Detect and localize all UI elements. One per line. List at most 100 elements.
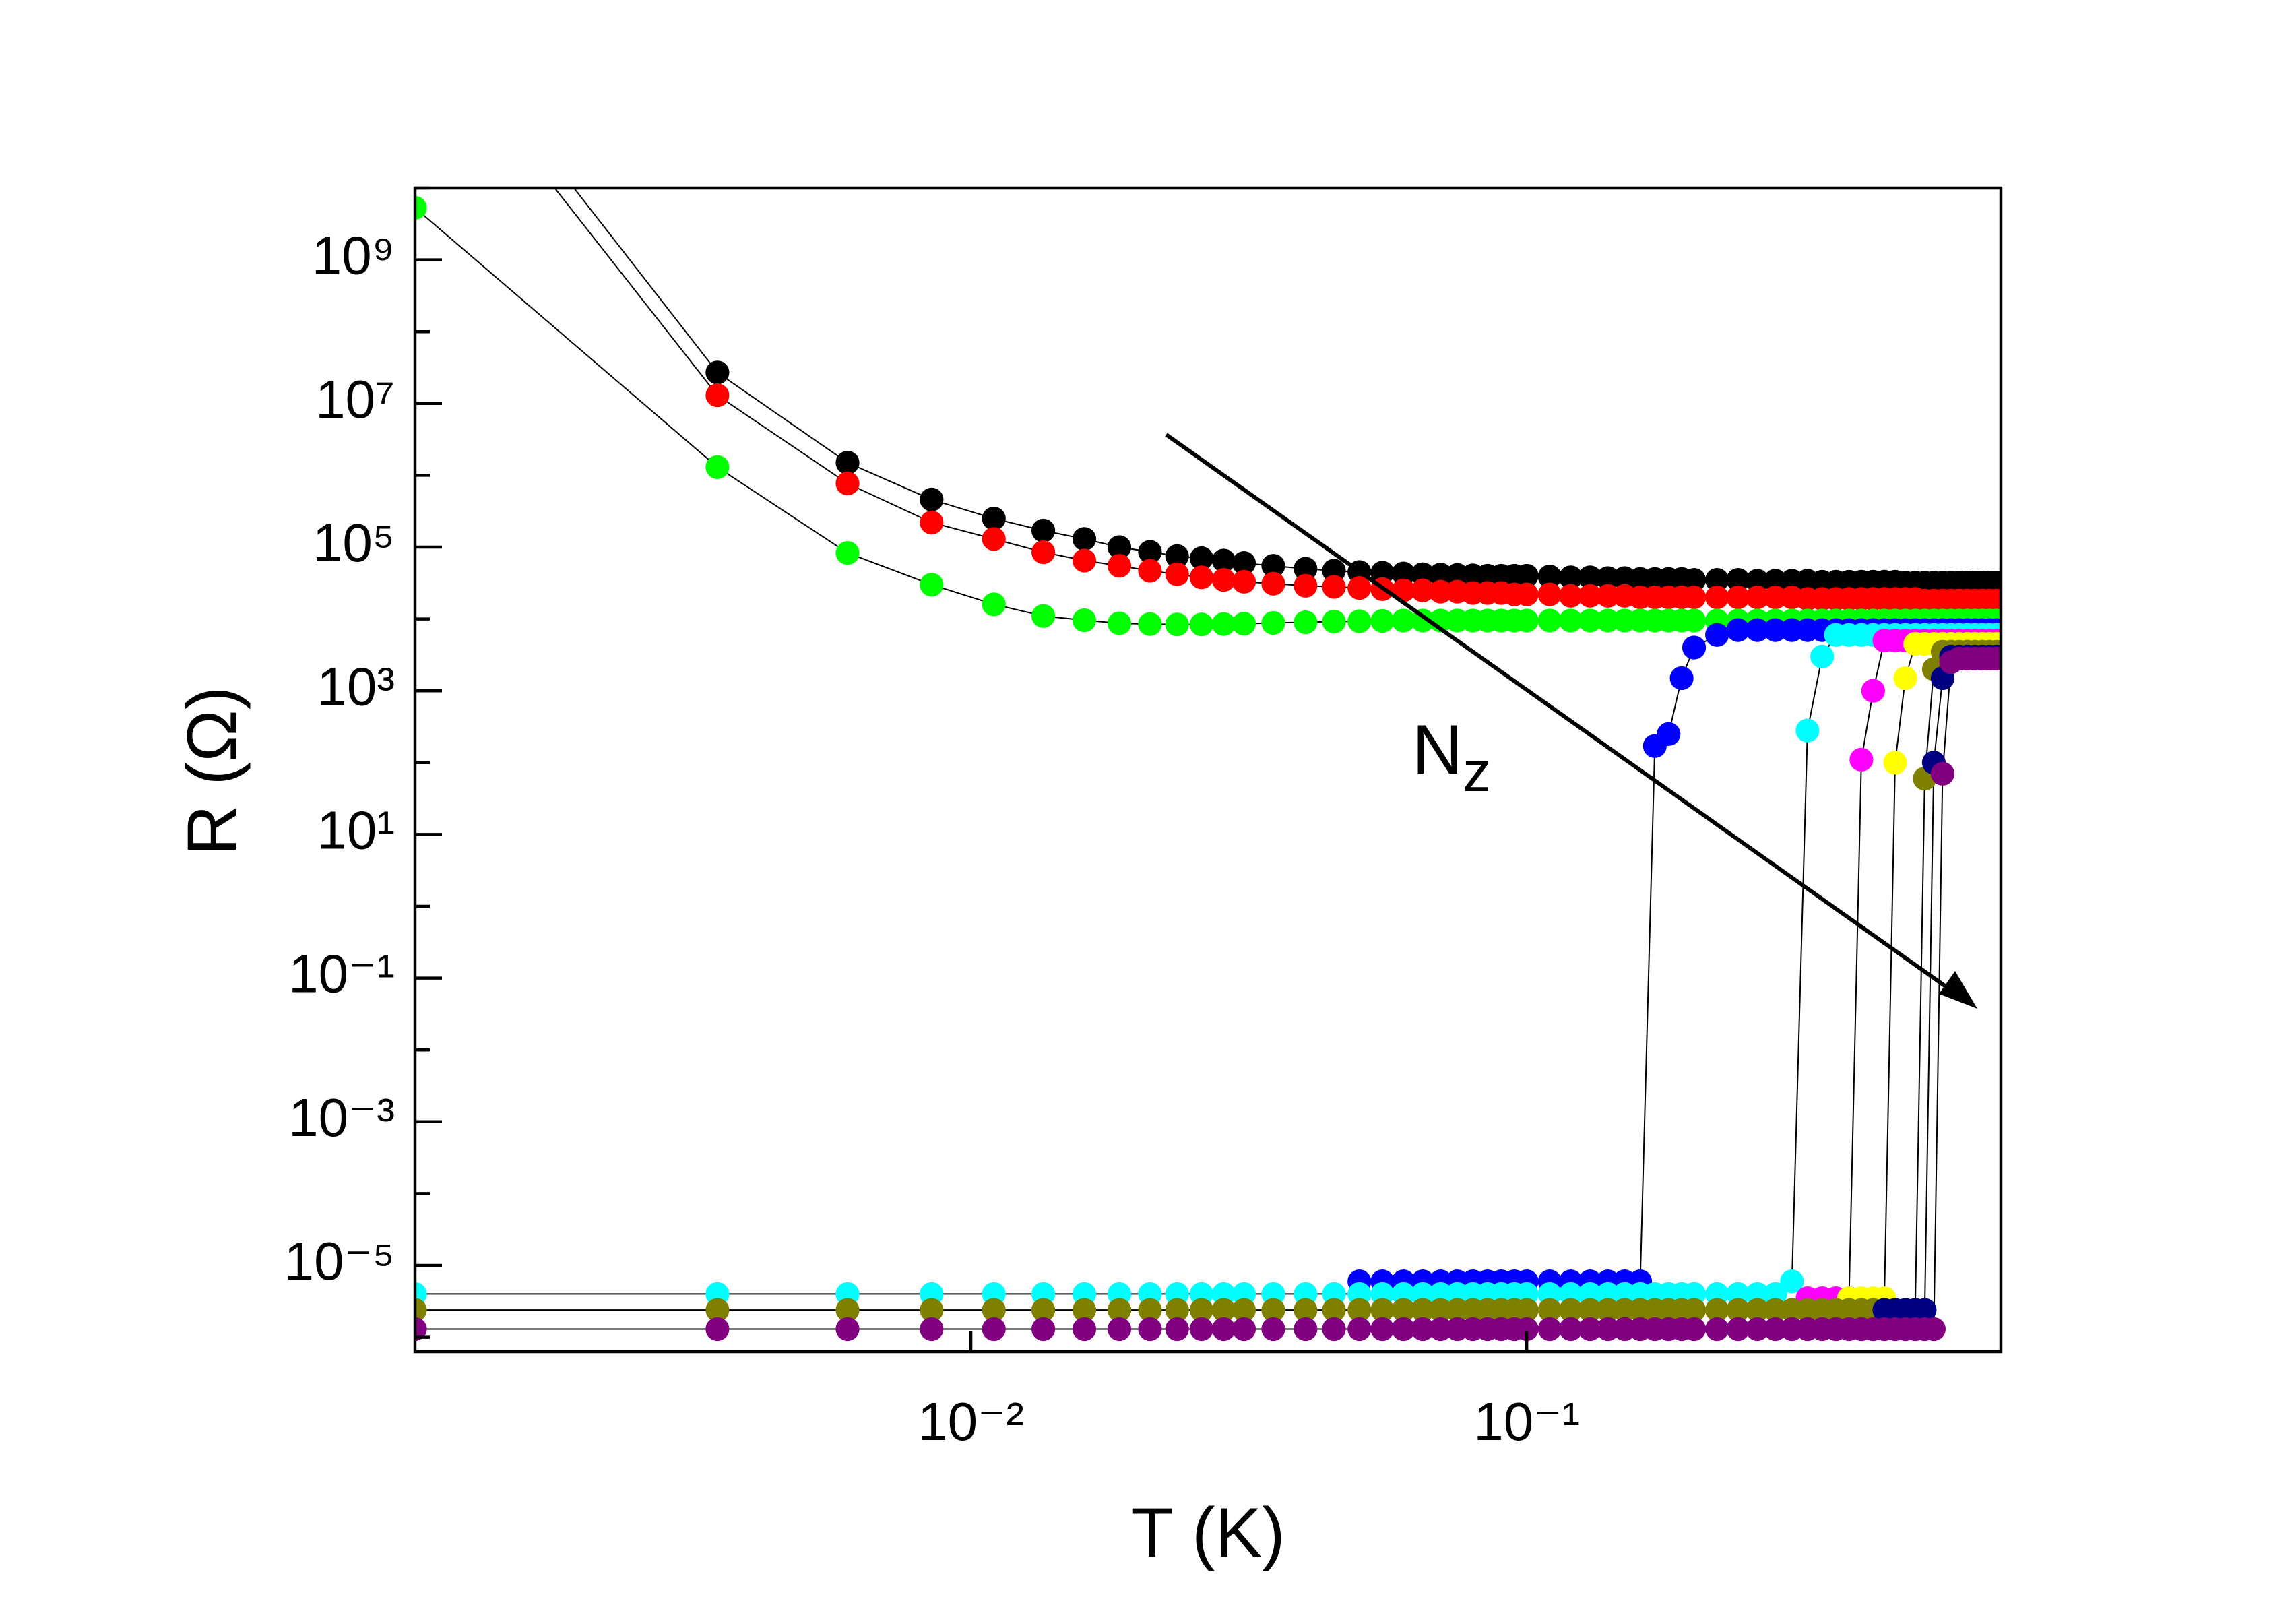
data-point: [1596, 608, 1620, 633]
data-point: [1883, 751, 1907, 775]
data-point: [1763, 618, 1787, 642]
data-point: [1261, 554, 1285, 578]
data-point: [920, 510, 944, 535]
data-point: [1428, 1317, 1453, 1342]
data-point: [1189, 546, 1214, 571]
y-tick-label: 10⁷: [315, 369, 395, 429]
data-point: [1261, 571, 1285, 596]
y-tick-label: 10⁻⁵: [284, 1231, 395, 1291]
data-point: [1138, 1298, 1162, 1322]
data-point: [1596, 584, 1620, 608]
data-point: [1537, 1298, 1562, 1322]
data-point: [1913, 1298, 1937, 1322]
data-point: [1322, 609, 1346, 634]
data-point: [1578, 565, 1602, 590]
data-point: [920, 573, 944, 597]
data-point: [1189, 612, 1214, 637]
arrow: [1165, 433, 1977, 1009]
data-point: [1930, 761, 1955, 786]
data-point: [1391, 608, 1415, 633]
x-axis-title: T (K): [1130, 1494, 1285, 1572]
data-point: [982, 1298, 1006, 1322]
data-point: [1726, 618, 1750, 642]
data-point: [1211, 1298, 1236, 1322]
data-point: [1682, 1317, 1707, 1342]
data-point: [1165, 612, 1189, 637]
data-point: [1780, 1269, 1804, 1294]
data-point: [1705, 623, 1729, 647]
data-point: [982, 527, 1006, 551]
data-point: [415, 1317, 427, 1342]
data-point: [1558, 1298, 1583, 1322]
x-tick-label: 10⁻¹: [1473, 1391, 1580, 1451]
data-point: [1810, 644, 1835, 668]
data-point: [835, 1298, 860, 1322]
data-point: [1261, 610, 1285, 635]
data-point: [1031, 604, 1056, 628]
data-point: [1411, 608, 1435, 633]
data-point: [1294, 1317, 1318, 1342]
data-point: [1763, 1298, 1787, 1322]
data-point: [1682, 608, 1707, 633]
data-point: [982, 1317, 1006, 1342]
series-line: [554, 188, 1997, 602]
markers: [415, 195, 2001, 1342]
data-point: [835, 1317, 860, 1342]
data-point: [1031, 1298, 1056, 1322]
data-point: [1763, 569, 1787, 593]
data-point: [1165, 544, 1189, 568]
data-point: [1189, 1317, 1214, 1342]
data-point: [1596, 1298, 1620, 1322]
data-point: [1294, 557, 1318, 581]
data-point: [1411, 578, 1435, 602]
data-point: [1370, 608, 1395, 633]
data-point: [1682, 1298, 1707, 1322]
data-point: [1370, 561, 1395, 585]
y-tick-label: 10¹: [317, 800, 395, 860]
data-point: [835, 451, 860, 475]
data-point: [1189, 565, 1214, 590]
data-point: [1705, 585, 1729, 610]
data-point: [1165, 1317, 1189, 1342]
data-point: [1537, 608, 1562, 633]
data-point: [1893, 666, 1917, 691]
data-point: [920, 487, 944, 511]
data-point: [1537, 582, 1562, 606]
data-point: [1261, 1298, 1285, 1322]
data-point: [1726, 1298, 1750, 1322]
data-point: [705, 360, 730, 385]
data-point: [1745, 1317, 1770, 1342]
data-point: [1726, 585, 1750, 610]
data-point: [1657, 722, 1681, 746]
annotation-subscript: z: [1463, 740, 1491, 803]
data-point: [1596, 566, 1620, 590]
y-tick-label: 10⁻¹: [288, 944, 395, 1004]
plot-area: [415, 188, 2001, 1342]
data-point: [1391, 1298, 1415, 1322]
data-point: [1391, 561, 1415, 586]
y-tick-label: 10⁻³: [288, 1088, 395, 1148]
data-point: [1391, 1317, 1415, 1342]
series-line: [415, 651, 1997, 1311]
data-point: [982, 592, 1006, 617]
data-point: [1232, 569, 1256, 594]
series-line: [415, 658, 1997, 1330]
data-point: [1347, 1298, 1372, 1322]
data-point: [1232, 1317, 1256, 1342]
data-point: [1138, 559, 1162, 583]
data-point: [1294, 1298, 1318, 1322]
data-point: [1138, 540, 1162, 564]
data-point: [1031, 1317, 1056, 1342]
data-point: [1232, 611, 1256, 636]
data-point: [1514, 582, 1539, 606]
data-point: [1984, 571, 2001, 595]
data-point: [1261, 1317, 1285, 1342]
data-point: [1921, 1317, 1946, 1342]
data-point: [1347, 1317, 1372, 1342]
data-point: [705, 1317, 730, 1342]
data-point: [1072, 527, 1097, 551]
data-point: [1745, 1298, 1770, 1322]
data-point: [1347, 576, 1372, 600]
data-point: [1322, 1317, 1346, 1342]
